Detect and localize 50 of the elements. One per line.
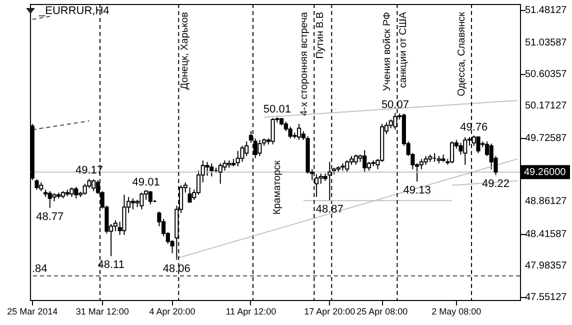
- annotation: Учения войск РФ санкции от США: [382, 12, 410, 92]
- annotation: Донецк, Харьков: [180, 12, 191, 90]
- y-tick-label: 50.60357: [525, 68, 568, 80]
- candlestick: [288, 126, 292, 139]
- annotation: 49.76: [460, 122, 488, 134]
- annotation: 49.17: [75, 164, 103, 177]
- candlestick: [140, 192, 144, 210]
- y-tick-label: 47.98357: [525, 260, 568, 272]
- annotation: .84: [32, 262, 48, 275]
- candlestick: [122, 194, 126, 236]
- annotation: 49.01: [132, 176, 160, 188]
- y-tick-label: 51.48127: [525, 4, 568, 16]
- annotation: 48.77: [36, 210, 64, 223]
- x-tick-label: 4 Apr 20:00: [149, 306, 196, 316]
- candlestick: [258, 139, 262, 157]
- chart-title: _EURRUR,H4: [39, 5, 110, 17]
- y-tick-label: 47.55127: [525, 292, 568, 303]
- annotation: Краматорск: [272, 160, 284, 215]
- candlestick: [270, 118, 275, 145]
- annotation: Одесса, Славянск: [456, 11, 468, 96]
- annotation: 48.87: [316, 204, 344, 216]
- annotation: 50.07: [381, 98, 409, 111]
- x-tick-label: 31 Mar 12:00: [76, 306, 129, 316]
- candlestick: [458, 142, 463, 156]
- y-tick-label: 48.86127: [525, 196, 568, 208]
- candlestick: [70, 186, 74, 198]
- annotation: 4-х сторонняя встреча Путин В.В: [299, 12, 326, 116]
- candlestick: [205, 161, 210, 176]
- candlestick: [240, 145, 244, 162]
- x-tick-label: 17 Apr 20:00: [304, 306, 356, 316]
- y-tick-label: 50.17127: [525, 100, 568, 112]
- candlestick: [113, 220, 118, 232]
- x-tick-label: 2 May 08:00: [432, 306, 482, 316]
- candlestick: [236, 150, 240, 167]
- y-tick-label: 49.72587: [525, 133, 568, 144]
- x-tick-label: 25 Mar 2014: [7, 306, 58, 316]
- annotation: 50.01: [263, 103, 291, 116]
- x-tick-label: 11 Apr 12:00: [226, 306, 276, 316]
- candlestick: [34, 178, 39, 190]
- ref-line-label: 49.26000: [524, 167, 566, 178]
- y-tick-label: 51.03587: [525, 37, 568, 48]
- candlestick: [148, 190, 152, 205]
- candlestick: [188, 186, 192, 203]
- candlestick: [476, 136, 480, 154]
- annotation: 48.11: [98, 259, 124, 272]
- annotation: 49.22: [482, 178, 510, 190]
- annotation: 48.06: [162, 262, 190, 275]
- y-tick-label: 48.41587: [525, 228, 568, 240]
- annotation: 49.13: [403, 184, 431, 197]
- x-tick-label: 25 Apr 08:00: [356, 306, 408, 316]
